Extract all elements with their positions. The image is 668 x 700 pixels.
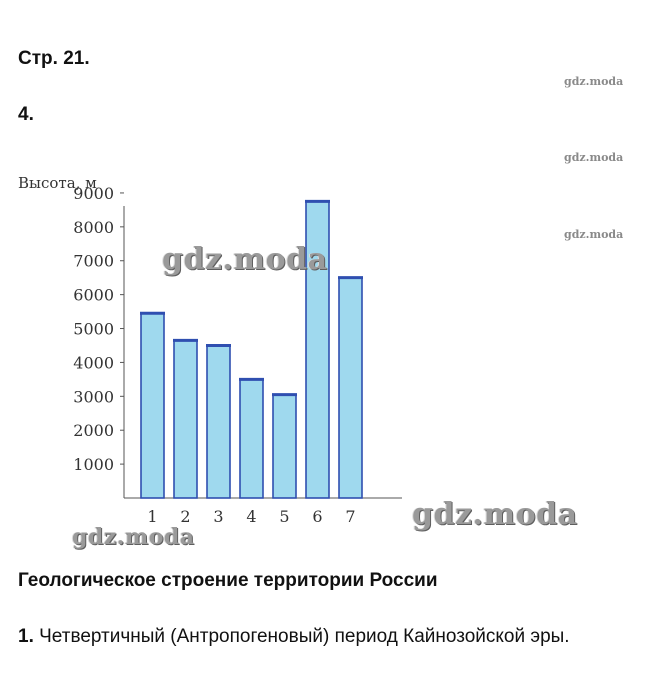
watermark-large: gdz.moda: [162, 242, 328, 277]
watermark-small: gdz.moda: [564, 151, 624, 164]
bar: [338, 276, 363, 499]
answer-number: 1.: [18, 626, 34, 647]
y-tick-label: 2000: [73, 421, 114, 440]
x-tick-label: 1: [147, 507, 157, 526]
y-tick-label: 8000: [73, 218, 114, 237]
watermark-large: gdz.moda: [412, 497, 578, 532]
y-tick-label: 3000: [73, 387, 114, 406]
section-title: Геологическое строение территории России: [18, 570, 438, 591]
bar: [239, 378, 264, 499]
bar: [173, 339, 198, 499]
y-tick-label: 9000: [73, 184, 114, 203]
y-tick-label: 5000: [73, 320, 114, 339]
y-tick-label: 4000: [73, 353, 114, 372]
bar: [140, 312, 165, 499]
y-tick-label: 6000: [73, 286, 114, 305]
answer-text: Четвертичный (Антропогеновый) период Кай…: [33, 626, 570, 647]
watermark-small: gdz.moda: [564, 228, 624, 241]
chart-svg: Высота, м 1000 2000 3000 4000 5000 6000 7000 800…: [18, 174, 402, 526]
x-tick-label: 6: [312, 507, 322, 526]
y-tick-label: 1000: [73, 455, 114, 474]
watermark-large: gdz.moda: [72, 524, 195, 550]
elevation-bar-chart: Высота, м 1000 2000 3000 4000 5000 6000 7000 800…: [0, 160, 420, 540]
x-tick-label: 2: [180, 507, 190, 526]
page-title: Стр. 21.: [18, 48, 90, 69]
x-tick-label: 4: [246, 507, 256, 526]
y-tick-label: 7000: [73, 252, 114, 271]
y-axis-label: Высота, м: [18, 174, 97, 192]
bar: [272, 393, 297, 499]
x-tick-label: 7: [345, 507, 355, 526]
watermark-small: gdz.moda: [564, 75, 624, 88]
answer-line: 1. Четвертичный (Антропогеновый) период …: [18, 626, 570, 648]
bar: [206, 344, 231, 499]
x-tick-label: 3: [213, 507, 223, 526]
task-number: 4.: [18, 104, 34, 125]
x-tick-label: 5: [279, 507, 289, 526]
